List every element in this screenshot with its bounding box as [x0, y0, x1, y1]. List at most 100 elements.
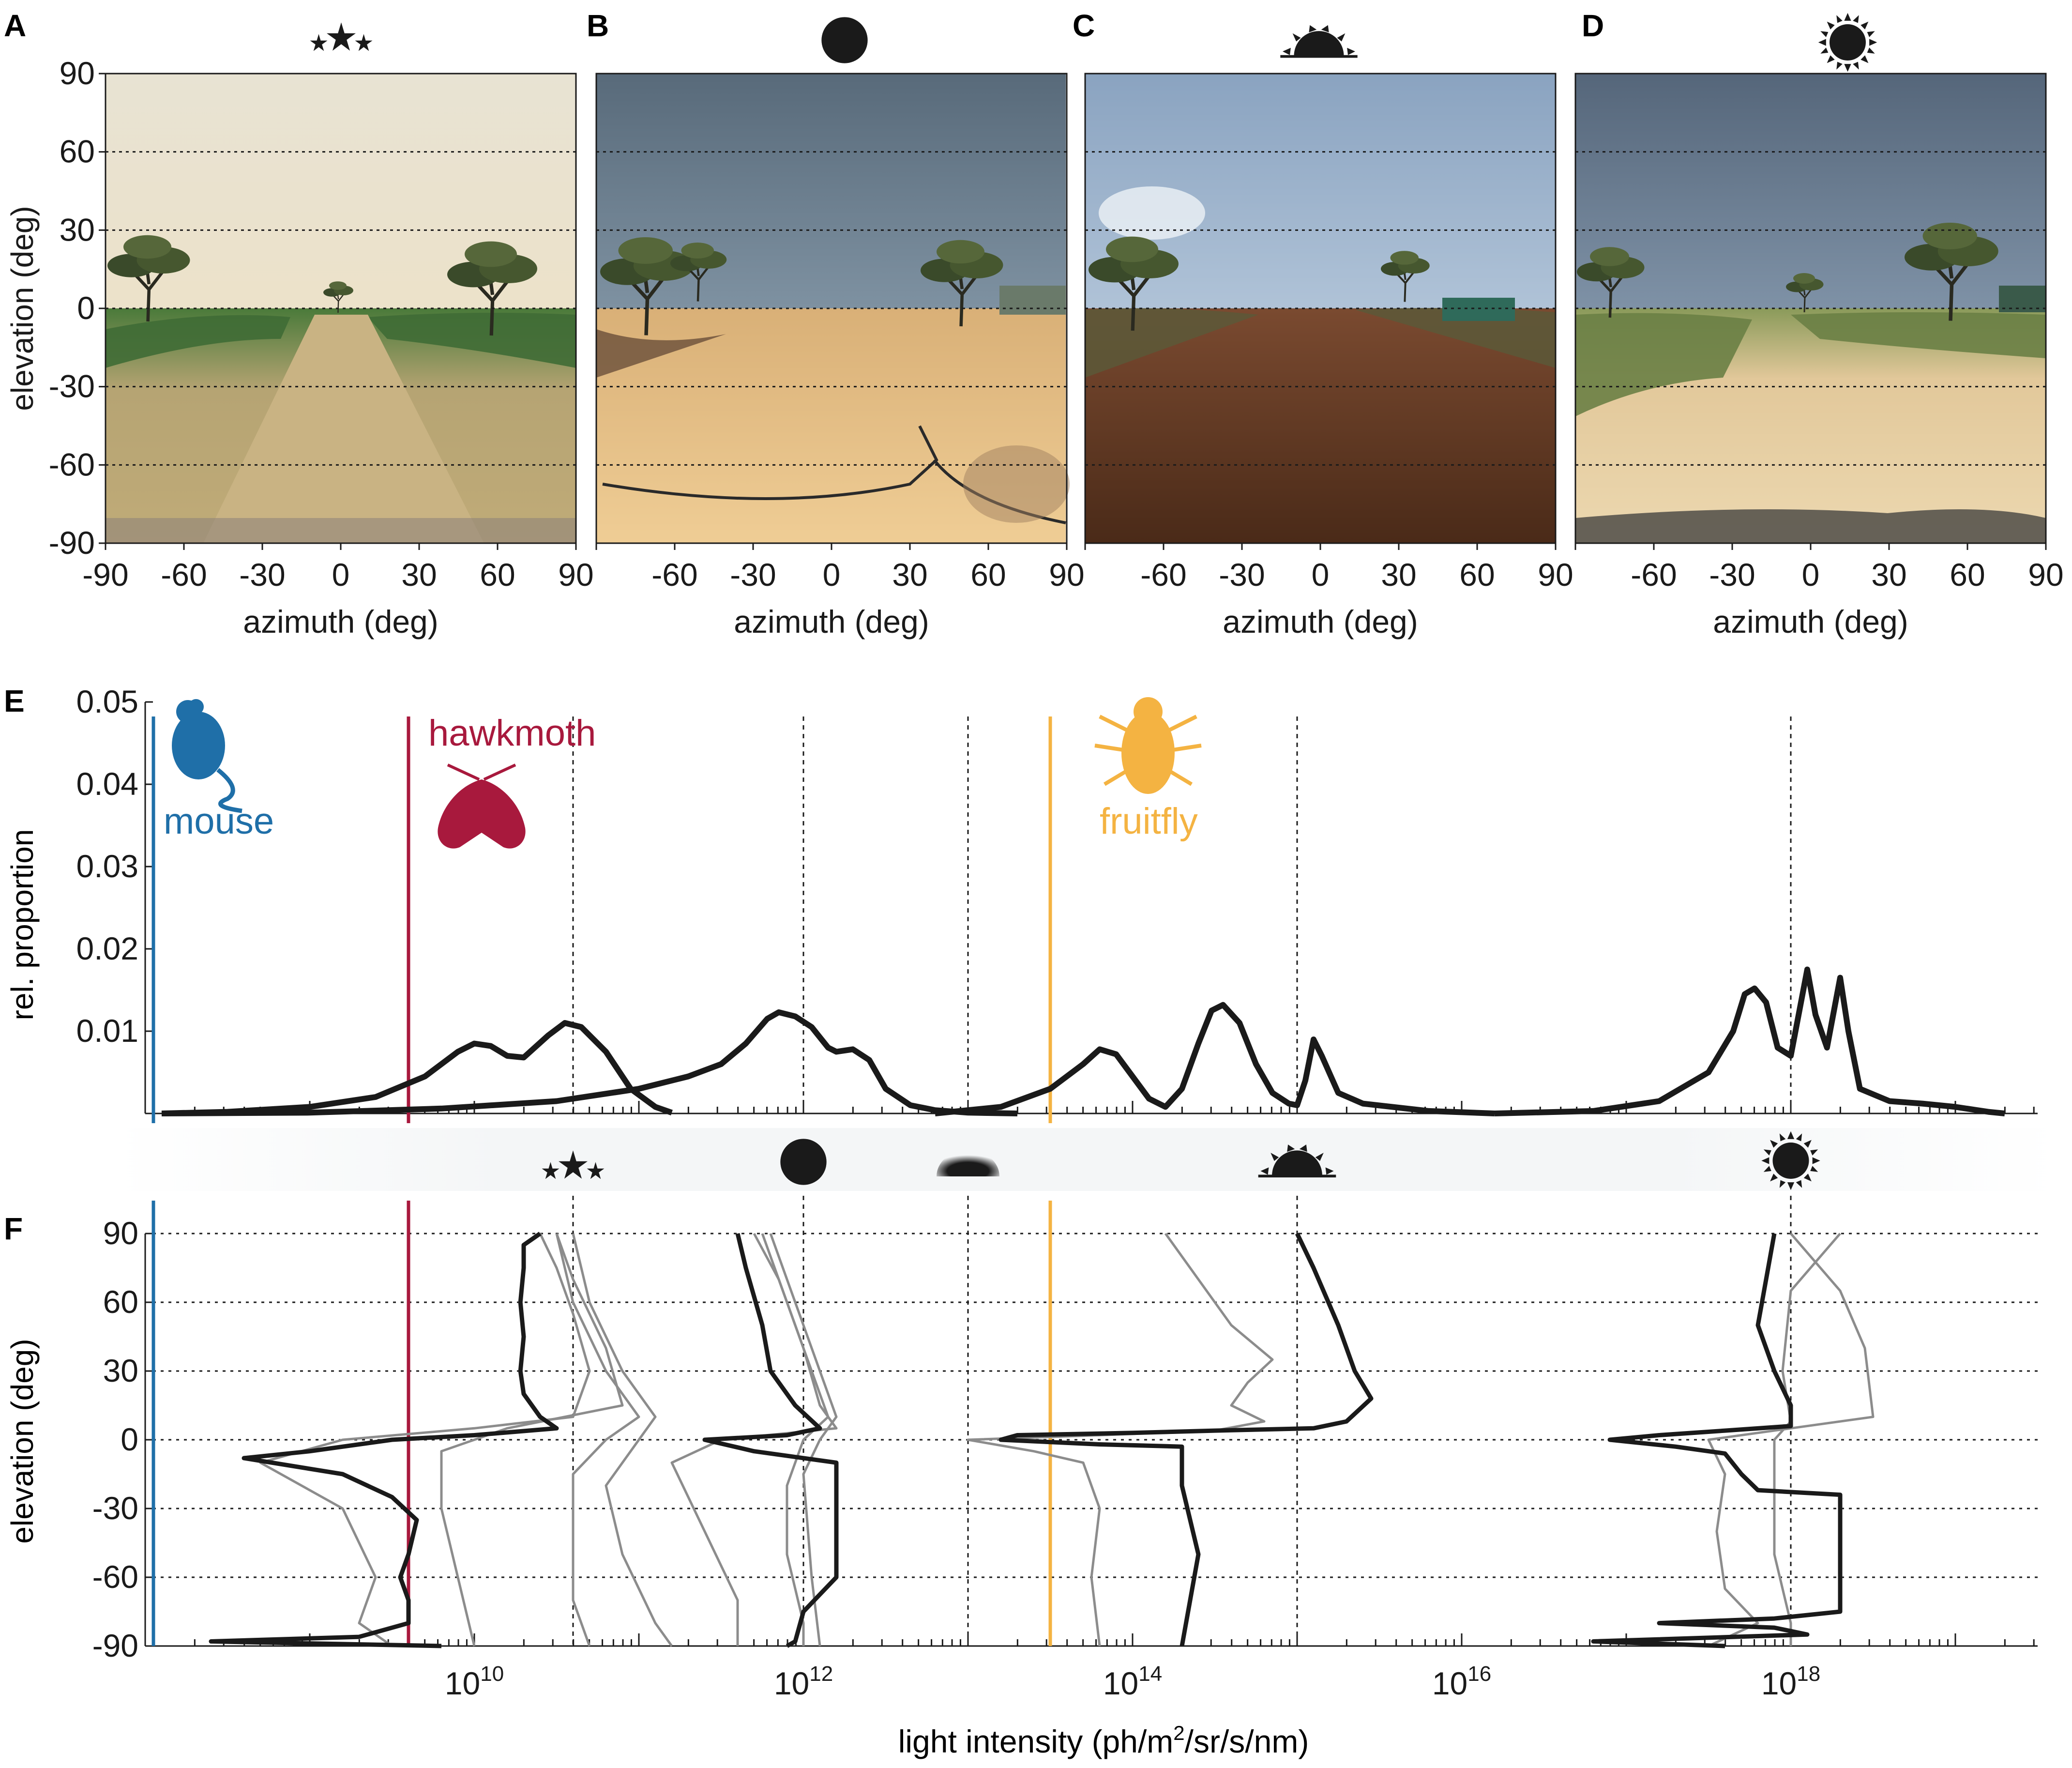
panel-f-xlabel-sup: 2 — [1173, 1722, 1184, 1744]
x-tick-label: 60 — [480, 557, 515, 593]
panorama-axes: -90 -60 -30 0 30 60 90 azimuth (deg) -60 -30 0 30 60… — [5, 55, 2064, 640]
panel-e: E rel. proportion 0.05 0.04 0.03 0.02 0.01 m… — [4, 684, 2038, 1123]
x-tick-label: 30 — [401, 557, 437, 593]
panel-e-species-thresholds — [151, 716, 1052, 1123]
y-tick-label: 90 — [60, 55, 95, 91]
x-tick-label: 0 — [332, 557, 350, 593]
half-sun-icon — [937, 1150, 999, 1176]
elevation-profile-black-line — [998, 1233, 1374, 1646]
y-tick-label: -30 — [49, 368, 95, 404]
band-icons — [542, 1131, 1820, 1190]
panel-a: A — [4, 8, 576, 543]
x-tick-label: 1010 — [445, 1662, 504, 1701]
elevation-profile-gray-line — [769, 1233, 838, 1646]
x-tick-label: 1016 — [1432, 1662, 1491, 1701]
y-tick-label: 60 — [60, 134, 95, 169]
panel-e-axes: 0.05 0.04 0.03 0.02 0.01 — [76, 684, 2038, 1114]
panel-e-series — [161, 966, 2005, 1116]
x-tick-label: 90 — [1049, 557, 1084, 593]
x-tick-label: 60 — [1459, 557, 1495, 593]
panel-f-ylabel: elevation (deg) — [5, 1339, 40, 1543]
panel-f-reference-lines — [572, 1196, 1792, 1646]
x-tick-label: 60 — [970, 557, 1006, 593]
panorama-d-image — [1575, 74, 2046, 543]
x-tick-label: -60 — [651, 557, 697, 593]
y-tick-label: 30 — [103, 1353, 138, 1388]
y-tick-label: 0 — [121, 1421, 138, 1457]
stars-icon — [310, 22, 373, 51]
x-tick-label: 0 — [1802, 557, 1820, 593]
y-tick-label: -90 — [92, 1628, 138, 1663]
x-tick-label: 1018 — [1761, 1662, 1820, 1701]
elevation-profile-gray-line — [555, 1233, 640, 1646]
elevation-profile-black-line — [1591, 1233, 1843, 1648]
x-tick-label: -60 — [161, 557, 207, 593]
mouse-icon — [172, 699, 242, 813]
x-tick-label: 0 — [1312, 557, 1330, 593]
elevation-profile-gray-line — [259, 1233, 591, 1647]
panel-e-reference-lines — [572, 716, 1792, 1113]
panel-c-letter: C — [1073, 8, 1095, 43]
y-tick-label: 0.01 — [76, 1013, 138, 1049]
x-tick-label: 30 — [892, 557, 927, 593]
panel-b: B — [587, 8, 1070, 543]
elevation-profile-black-line — [209, 1232, 559, 1648]
panel-e-ylabel: rel. proportion — [5, 829, 40, 1021]
mouse-label: mouse — [164, 801, 274, 842]
x-axis-label: azimuth (deg) — [243, 604, 439, 640]
elevation-profile-gray-line — [761, 1233, 830, 1646]
x-tick-label: -60 — [1140, 557, 1186, 593]
x-tick-label: -30 — [239, 557, 285, 593]
x-tick-label: -30 — [1709, 557, 1755, 593]
x-tick-label: 0 — [823, 557, 841, 593]
panorama-c-image — [1085, 74, 1556, 543]
panorama-b-image — [596, 74, 1070, 543]
y-tick-label: 90 — [103, 1215, 138, 1251]
x-tick-label: -90 — [82, 557, 128, 593]
y-tick-label: 0.05 — [76, 684, 138, 719]
panel-f: F elevation (deg) 90 60 30 0 -30 -60 -90 1010 10… — [4, 1196, 2038, 1759]
fruitfly-icon — [1094, 697, 1202, 794]
sun-icon — [1818, 13, 1877, 72]
y-tick-label: 0 — [77, 290, 95, 326]
elevation-profile-black-line — [702, 1233, 839, 1648]
x-tick-label: 1014 — [1103, 1662, 1162, 1701]
rising-sun-icon — [1280, 25, 1358, 58]
x-tick-label: 90 — [558, 557, 593, 593]
panel-f-series — [209, 1232, 1875, 1648]
y-tick-label: -60 — [92, 1559, 138, 1595]
y-tick-label: 60 — [103, 1284, 138, 1320]
hawkmoth-label: hawkmoth — [428, 713, 596, 754]
light-condition-band — [116, 1128, 2057, 1191]
panel-f-species-thresholds — [151, 1201, 1052, 1646]
x-tick-label: 30 — [1381, 557, 1416, 593]
x-axis-label: azimuth (deg) — [734, 604, 929, 640]
y-tick-label: 0.03 — [76, 848, 138, 884]
distribution-series-line — [1494, 966, 2005, 1116]
distribution-series-line — [161, 1009, 1018, 1116]
panel-d: D — [1575, 8, 2046, 543]
x-tick-label: 30 — [1871, 557, 1906, 593]
x-tick-label: 60 — [1950, 557, 1985, 593]
panel-d-letter: D — [1582, 8, 1604, 43]
x-tick-label: -60 — [1631, 557, 1677, 593]
x-tick-label: 1012 — [774, 1662, 833, 1701]
y-axis-label: elevation (deg) — [5, 206, 40, 411]
elevation-profile-gray-line — [1707, 1233, 1875, 1647]
elevation-profile-gray-line — [440, 1233, 624, 1646]
y-tick-label: -90 — [49, 525, 95, 561]
x-tick-label: -30 — [730, 557, 776, 593]
elevation-profile-gray-line — [572, 1233, 673, 1647]
full-moon-icon — [821, 17, 868, 63]
distribution-series-line — [935, 1002, 1495, 1116]
x-tick-label: -30 — [1219, 557, 1265, 593]
full-moon-icon — [780, 1139, 827, 1185]
x-axis-label: azimuth (deg) — [1713, 604, 1908, 640]
panel-a-letter: A — [4, 8, 26, 43]
panel-f-letter: F — [4, 1211, 23, 1246]
panel-f-xlabel: light intensity (ph/m2/sr/s/nm) — [898, 1722, 1309, 1759]
panorama-row: A B — [4, 8, 2064, 640]
y-tick-label: -60 — [49, 446, 95, 482]
y-tick-label: 0.04 — [76, 766, 138, 802]
